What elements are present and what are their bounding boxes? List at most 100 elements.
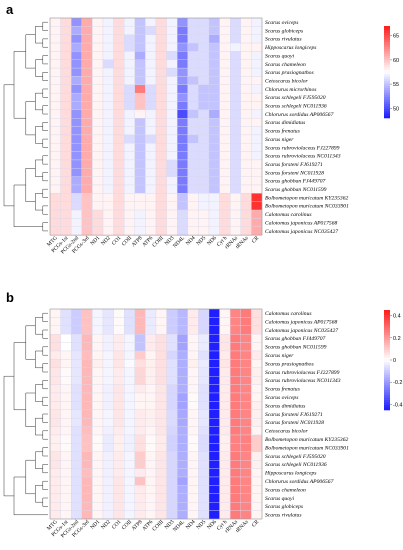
heatmap-cell xyxy=(219,143,231,152)
heatmap-cell xyxy=(60,510,72,520)
heatmap-cell xyxy=(251,409,263,419)
heatmap-cell xyxy=(49,325,61,335)
heatmap-cell xyxy=(102,42,114,52)
heatmap-cell xyxy=(81,159,93,169)
colorbar-tick-label: 55 xyxy=(393,82,399,88)
row-label: Scarus forsteni FJ619271 xyxy=(265,411,323,418)
heatmap-cell xyxy=(251,201,263,211)
heatmap-cell xyxy=(81,367,93,377)
colorbar-segment xyxy=(384,104,390,107)
heatmap-cell xyxy=(49,426,61,436)
heatmap-cell xyxy=(81,143,93,152)
colorbar-segment xyxy=(384,382,390,386)
heatmap-cell xyxy=(187,92,199,102)
heatmap-cell xyxy=(71,334,82,343)
colorbar-segment xyxy=(384,402,390,406)
heatmap-cell xyxy=(71,451,82,461)
heatmap-cell xyxy=(49,76,61,85)
heatmap-cell xyxy=(71,118,82,127)
row-label: Scarus quoyi xyxy=(265,53,294,59)
heatmap-cell xyxy=(166,468,178,478)
colorbar-segment xyxy=(384,385,390,388)
heatmap-cell xyxy=(92,367,104,377)
heatmap-cell xyxy=(92,376,104,385)
heatmap-cell xyxy=(92,17,104,27)
heatmap-cell xyxy=(60,367,72,377)
heatmap-cell xyxy=(102,401,114,410)
heatmap-cell xyxy=(198,109,210,119)
heatmap-cell xyxy=(198,67,210,77)
heatmap-cell xyxy=(92,159,104,169)
colorbar-segment xyxy=(384,44,390,47)
heatmap-cell xyxy=(113,184,125,194)
heatmap-cell xyxy=(166,134,178,144)
heatmap-cell xyxy=(49,159,61,169)
heatmap-cell xyxy=(187,434,199,444)
colorbar-segment xyxy=(384,60,390,64)
heatmap-cell xyxy=(92,67,104,77)
heatmap-cell xyxy=(49,51,61,60)
heatmap-cell xyxy=(134,359,146,368)
heatmap-cell xyxy=(49,193,61,202)
heatmap-cell xyxy=(230,26,241,35)
heatmap-cell xyxy=(219,51,231,60)
heatmap-cell xyxy=(240,92,252,102)
heatmap-cell xyxy=(177,76,188,85)
heatmap-cell xyxy=(187,134,199,144)
column-label: ND4L xyxy=(172,519,186,533)
heatmap-cell xyxy=(60,92,72,102)
heatmap-cell xyxy=(166,325,178,335)
heatmap-cell xyxy=(49,184,61,194)
heatmap-cell xyxy=(219,126,231,136)
heatmap-cell xyxy=(187,67,199,77)
heatmap-cell xyxy=(113,67,125,77)
heatmap-cell xyxy=(177,485,188,494)
heatmap-cell xyxy=(240,151,252,161)
heatmap-cell xyxy=(198,84,210,94)
heatmap-cell xyxy=(198,218,210,227)
heatmap-cell xyxy=(230,476,241,486)
colorbar-segment xyxy=(384,355,390,358)
heatmap-cell xyxy=(198,101,210,111)
heatmap-cell xyxy=(81,493,93,503)
colorbar-segment xyxy=(384,392,390,396)
heatmap-cell xyxy=(177,468,188,478)
heatmap-cell xyxy=(60,502,72,511)
heatmap-cell xyxy=(208,159,220,169)
heatmap-cell xyxy=(49,334,61,343)
heatmap-cell xyxy=(71,485,82,494)
heatmap-cell xyxy=(187,392,199,402)
heatmap-cell xyxy=(187,118,199,127)
heatmap-cell xyxy=(134,476,146,486)
heatmap-cell xyxy=(134,468,146,478)
heatmap-cell xyxy=(124,434,135,444)
heatmap-cell xyxy=(187,468,199,478)
heatmap-cell xyxy=(240,76,252,85)
colorbar-segment xyxy=(384,365,390,368)
heatmap-cell xyxy=(92,201,104,211)
heatmap-cell xyxy=(219,392,231,402)
heatmap-cell xyxy=(251,460,263,469)
heatmap-cell xyxy=(155,468,167,478)
heatmap-cell xyxy=(251,426,263,436)
colorbar-segment xyxy=(384,400,390,403)
heatmap-cell xyxy=(49,468,61,478)
heatmap-cell xyxy=(219,34,231,44)
heatmap-cell xyxy=(145,151,157,161)
heatmap-cell xyxy=(71,201,82,211)
heatmap-cell xyxy=(208,376,220,385)
heatmap-cell xyxy=(124,350,135,360)
heatmap-cell xyxy=(145,193,157,202)
heatmap-cell xyxy=(177,226,188,236)
heatmap-cell xyxy=(251,34,263,44)
heatmap-cell xyxy=(177,418,188,427)
heatmap-cell xyxy=(230,434,241,444)
heatmap-cell xyxy=(145,460,157,469)
heatmap-cell xyxy=(219,376,231,385)
heatmap-cell xyxy=(134,168,146,177)
heatmap-cell xyxy=(198,209,210,219)
heatmap-cell xyxy=(187,101,199,111)
heatmap-cell xyxy=(60,401,72,410)
heatmap-cell xyxy=(134,384,146,394)
heatmap-cell xyxy=(219,92,231,102)
